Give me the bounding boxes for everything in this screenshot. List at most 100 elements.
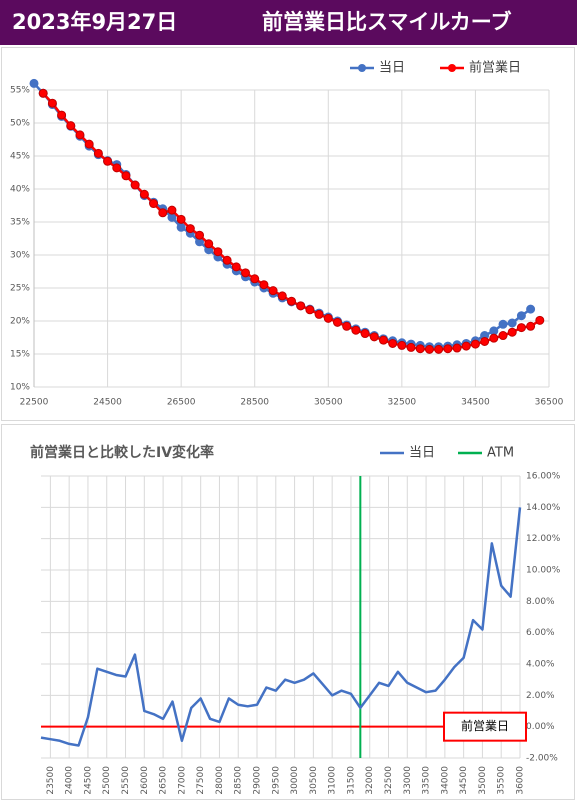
marker xyxy=(222,255,232,265)
marker xyxy=(470,339,480,349)
marker xyxy=(66,121,76,131)
x-tick-label: 25500 xyxy=(121,766,131,795)
y-tick-label: 6.00% xyxy=(526,628,555,638)
marker xyxy=(112,163,122,173)
title-bar xyxy=(0,0,577,45)
marker xyxy=(526,321,536,331)
marker xyxy=(103,156,113,166)
marker xyxy=(342,321,352,331)
x-tick-label: 24500 xyxy=(93,398,122,408)
legend-marker xyxy=(448,64,456,72)
y-tick-label: 4.00% xyxy=(526,660,555,670)
marker xyxy=(397,340,407,350)
x-tick-label: 33000 xyxy=(403,766,413,795)
x-tick-label: 34000 xyxy=(440,766,450,795)
marker xyxy=(195,230,205,240)
marker xyxy=(121,171,131,181)
marker xyxy=(47,98,57,108)
marker xyxy=(388,338,398,348)
marker xyxy=(314,309,324,319)
x-tick-label: 31000 xyxy=(328,766,338,795)
x-tick-label: 30500 xyxy=(314,398,343,408)
marker xyxy=(480,336,490,346)
x-tick-label: 24500 xyxy=(83,766,93,795)
marker xyxy=(378,335,388,345)
marker xyxy=(516,311,526,321)
marker xyxy=(296,301,306,311)
y-tick-label: 10% xyxy=(10,383,30,393)
x-tick-label: 24000 xyxy=(65,766,75,795)
marker xyxy=(167,205,177,215)
y-tick-label: 15% xyxy=(10,350,30,360)
marker xyxy=(498,331,508,341)
x-tick-label: 35000 xyxy=(478,766,488,795)
x-tick-label: 28000 xyxy=(215,766,225,795)
y-tick-label: 8.00% xyxy=(526,597,555,607)
x-tick-label: 26000 xyxy=(140,766,150,795)
marker xyxy=(93,148,103,158)
y-tick-label: 30% xyxy=(10,251,30,261)
x-tick-label: 35500 xyxy=(497,766,507,795)
legend-label: ATM xyxy=(487,446,514,461)
x-tick-label: 23500 xyxy=(46,766,56,795)
marker xyxy=(158,208,168,218)
x-tick-label: 32500 xyxy=(388,398,417,408)
series-line xyxy=(40,507,522,747)
legend-label: 前営業日 xyxy=(469,60,521,76)
marker xyxy=(287,296,296,306)
marker xyxy=(241,268,251,278)
y-tick-label: 25% xyxy=(10,284,30,294)
x-tick-label: 30500 xyxy=(309,766,319,795)
x-tick-label: 32000 xyxy=(365,766,375,795)
marker xyxy=(535,315,545,325)
marker xyxy=(29,78,39,88)
marker xyxy=(415,344,425,354)
x-tick-label: 28500 xyxy=(240,398,269,408)
x-tick-label: 32500 xyxy=(384,766,394,795)
x-tick-label: 25000 xyxy=(102,766,112,795)
y-tick-label: 40% xyxy=(10,185,30,195)
marker xyxy=(351,325,361,335)
y-tick-label: 10.00% xyxy=(526,566,561,576)
marker xyxy=(231,262,241,272)
marker xyxy=(443,344,453,354)
marker xyxy=(176,214,186,224)
marker xyxy=(38,88,48,98)
y-tick-label: 55% xyxy=(10,86,30,96)
x-tick-label: 29500 xyxy=(271,766,281,795)
x-tick-label: 27000 xyxy=(177,766,187,795)
reference-label-box xyxy=(443,711,527,742)
y-tick-label: 16.00% xyxy=(526,472,561,482)
marker xyxy=(139,189,149,199)
marker xyxy=(323,313,333,323)
marker xyxy=(268,286,278,296)
legend-marker xyxy=(358,64,366,72)
marker xyxy=(360,329,370,339)
x-tick-label: 26500 xyxy=(159,766,169,795)
x-tick-label: 26500 xyxy=(167,398,196,408)
x-tick-label: 34500 xyxy=(461,398,490,408)
x-tick-label: 33500 xyxy=(422,766,432,795)
x-tick-label: 28500 xyxy=(234,766,244,795)
y-tick-label: -2.00% xyxy=(526,754,558,764)
x-tick-label: 31500 xyxy=(346,766,356,795)
y-tick-label: 50% xyxy=(10,119,30,129)
marker xyxy=(507,327,517,337)
y-tick-label: 2.00% xyxy=(526,691,555,701)
marker xyxy=(452,343,462,353)
x-tick-label: 34500 xyxy=(459,766,469,795)
chart-frame xyxy=(1,424,575,800)
marker xyxy=(250,274,260,284)
x-tick-label: 22500 xyxy=(20,398,49,408)
marker xyxy=(406,342,416,352)
reference-label: 前営業日 xyxy=(461,718,509,733)
marker xyxy=(84,139,94,149)
x-tick-label: 36500 xyxy=(535,398,564,408)
marker xyxy=(213,247,223,257)
marker xyxy=(277,291,287,301)
marker xyxy=(507,318,517,328)
marker xyxy=(434,344,444,354)
marker xyxy=(75,130,85,140)
y-tick-label: 12.00% xyxy=(526,534,561,544)
